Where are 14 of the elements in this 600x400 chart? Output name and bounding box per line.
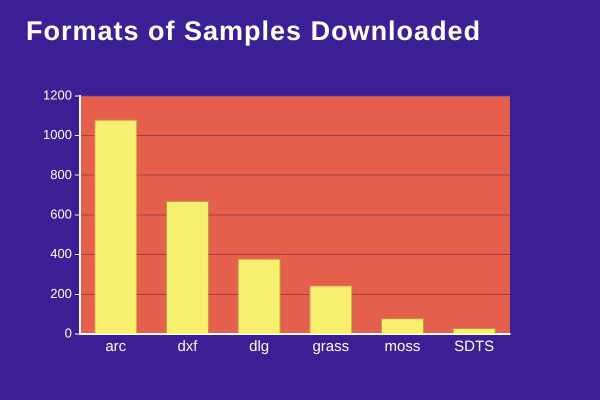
chart-title: Formats of Samples Downloaded bbox=[26, 16, 482, 47]
x-tick-label: dxf bbox=[177, 338, 198, 356]
y-tick-label: 200 bbox=[50, 286, 72, 301]
y-tick-label: 400 bbox=[50, 246, 72, 262]
x-tick-label: SDTS bbox=[454, 338, 494, 356]
x-tick-label: dlg bbox=[249, 338, 270, 356]
y-tick-label: 1200 bbox=[43, 87, 72, 102]
x-tick-label: grass bbox=[312, 338, 350, 356]
x-tick-label: moss bbox=[384, 338, 420, 356]
y-tick-label: 0 bbox=[64, 326, 72, 341]
y-tick-label: 600 bbox=[50, 206, 72, 222]
y-tick-label: 800 bbox=[50, 166, 72, 182]
x-tick-label: arc bbox=[105, 338, 127, 356]
y-tick-label: 1000 bbox=[43, 127, 72, 142]
